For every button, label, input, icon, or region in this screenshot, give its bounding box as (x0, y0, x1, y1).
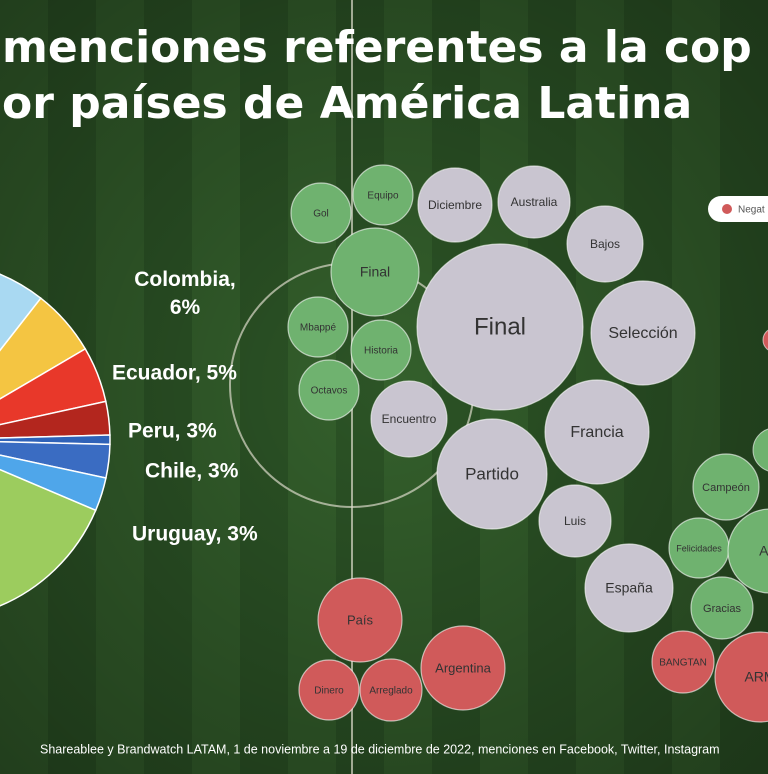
bubble-label: Final (360, 264, 390, 280)
bubble (690, 576, 754, 640)
bubble (350, 319, 412, 381)
bubble (417, 167, 493, 243)
bubble (370, 380, 448, 458)
bubble-label: Arg (759, 543, 768, 559)
pie-slice-other (0, 468, 97, 607)
title-line: or países de América Latina (2, 78, 692, 129)
bubble (420, 625, 506, 711)
pie-label: Peru, 3% (128, 420, 217, 443)
bubble (359, 658, 423, 722)
bubble-label: Australia (511, 195, 558, 209)
bubble (651, 630, 715, 694)
bubble-label: Gol (313, 209, 329, 220)
bubble-label: Diciembre (428, 198, 482, 212)
bubble-label: Mbappé (300, 323, 337, 334)
bubble (287, 296, 349, 358)
bubble (290, 182, 352, 244)
legend-label: Negat (738, 205, 765, 216)
bubble (714, 631, 768, 723)
legend-box (708, 196, 768, 222)
legend-dot (722, 204, 732, 214)
title-line: menciones referentes a la cop (2, 22, 752, 73)
bubble-label: Equipo (367, 191, 399, 202)
bubble-label: España (605, 580, 653, 596)
bubble-extra (762, 329, 768, 351)
pie-slice-other (0, 273, 42, 352)
bubble (298, 659, 360, 721)
bubble-label: Dinero (314, 686, 344, 697)
bubble-label: ARM (744, 669, 768, 685)
bubble-label: Felicidades (676, 543, 722, 553)
bubble-label: Francia (570, 424, 623, 441)
pie-label: Colombia, 6% (134, 268, 236, 319)
pie-label: Uruguay, 3% (132, 523, 258, 546)
bubble-label: Campeón (702, 482, 750, 494)
bubble (330, 227, 420, 317)
bubble-label: Gracias (703, 603, 741, 615)
bubble (566, 205, 644, 283)
bubble (436, 418, 548, 530)
bubble-label: Argentina (435, 660, 491, 675)
pie: Colombia, 6% Ecuador, 5% Peru, 3% Chile, 3% U… (0, 268, 258, 607)
bubble (352, 164, 414, 226)
bubble-extra (752, 428, 768, 472)
bubble-label: País (347, 612, 374, 627)
bubble (727, 508, 768, 594)
bubble (497, 165, 571, 239)
bubble-label: Selección (608, 325, 677, 342)
bubble (317, 577, 403, 663)
bubble (692, 453, 760, 521)
bubble-chart: Gol Equipo Final Mbappé Historia Octavos Dicie… (287, 164, 768, 723)
bubble-label: Bajos (590, 237, 620, 251)
bubble (298, 359, 360, 421)
bubble (416, 243, 584, 411)
bubble-label: Octavos (311, 386, 348, 397)
pie-label: Ecuador, 5% (112, 362, 237, 385)
bubble (538, 484, 612, 558)
bubble-label: Luis (564, 514, 586, 528)
bubble-label: Arreglado (369, 686, 413, 697)
bubble-label: Historia (364, 346, 398, 357)
bubble-label: Encuentro (382, 412, 437, 426)
bubble-label: BANGTAN (659, 658, 707, 669)
pie-label: Chile, 3% (145, 460, 239, 483)
bubble-label: Final (474, 313, 526, 340)
bubble (544, 379, 650, 485)
bubble (590, 280, 696, 386)
bubble (584, 543, 674, 633)
footer: Shareablee y Brandwatch LATAM, 1 de novi… (40, 742, 720, 756)
bubble-label: Partido (465, 464, 519, 483)
